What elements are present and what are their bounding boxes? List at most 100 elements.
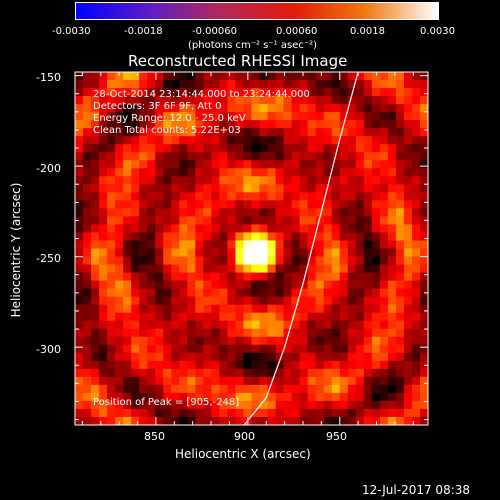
heatmap-cell — [379, 120, 389, 129]
heatmap-cell — [131, 320, 140, 330]
heatmap-cell — [155, 416, 164, 425]
heatmap-cell — [355, 168, 365, 177]
heatmap-cell — [363, 72, 373, 81]
heatmap-cell — [179, 136, 188, 145]
heatmap-cell — [139, 128, 148, 137]
heatmap-cell — [419, 144, 428, 153]
heatmap-cell — [83, 256, 92, 266]
heatmap-cell — [131, 376, 140, 386]
heatmap-cell — [171, 120, 180, 129]
heatmap-cell — [99, 240, 108, 250]
heatmap-cell — [371, 112, 381, 121]
heatmap-cell — [123, 384, 132, 394]
heatmap-cell — [403, 320, 413, 330]
heatmap-cell — [235, 216, 245, 226]
heatmap-cell — [363, 392, 373, 402]
heatmap-cell — [219, 88, 229, 97]
heatmap-cell — [171, 216, 180, 226]
heatmap-cell — [211, 288, 221, 298]
heatmap-cell — [115, 312, 124, 322]
heatmap-cell — [339, 312, 349, 322]
heatmap-cell — [411, 200, 421, 209]
heatmap-cell — [315, 376, 325, 386]
heatmap-cell — [115, 360, 124, 370]
heatmap-cell — [155, 408, 164, 418]
heatmap-cell — [139, 328, 148, 338]
heatmap-cell — [243, 352, 253, 362]
heatmap-cell — [403, 360, 413, 370]
heatmap-cell — [203, 304, 212, 314]
heatmap-cell — [163, 72, 172, 81]
heatmap-cell — [259, 184, 269, 193]
heatmap-cell — [379, 296, 389, 306]
heatmap-cell — [259, 320, 269, 330]
heatmap-cell — [131, 72, 140, 81]
heatmap-cell — [411, 368, 421, 378]
heatmap-cell — [259, 232, 269, 242]
heatmap-cell — [139, 312, 148, 322]
heatmap-cell — [75, 192, 84, 201]
heatmap-cell — [419, 160, 428, 169]
heatmap-cell — [163, 280, 172, 290]
heatmap-cell — [211, 128, 221, 137]
heatmap-cell — [419, 152, 428, 161]
heatmap-cell — [267, 112, 277, 121]
heatmap-cell — [259, 176, 269, 185]
heatmap-cell — [115, 272, 124, 282]
heatmap-cell — [179, 376, 188, 386]
heatmap-cell — [275, 176, 285, 185]
heatmap-cell — [195, 280, 204, 290]
heatmap-cell — [339, 320, 349, 330]
heatmap-cell — [211, 312, 221, 322]
heatmap-cell — [283, 96, 293, 105]
heatmap-cell — [371, 280, 381, 290]
heatmap-cell — [75, 280, 84, 290]
heatmap-cell — [83, 128, 92, 137]
heatmap-cell — [379, 152, 389, 161]
heatmap-cell — [291, 224, 301, 234]
heatmap-cell — [315, 80, 325, 89]
heatmap-cell — [307, 144, 317, 153]
heatmap-cell — [299, 368, 309, 378]
heatmap-cell — [155, 376, 164, 386]
heatmap-cell — [179, 224, 188, 234]
heatmap-cell — [299, 392, 309, 402]
heatmap-cell — [419, 192, 428, 201]
heatmap-cell — [147, 384, 156, 394]
heatmap-cell — [123, 112, 132, 121]
heatmap-cell — [419, 128, 428, 137]
heatmap-cell — [211, 344, 221, 354]
heatmap-cell — [219, 352, 229, 362]
heatmap-cell — [379, 224, 389, 234]
heatmap-cell — [323, 392, 333, 402]
heatmap-cell — [275, 168, 285, 177]
heatmap-cell — [395, 336, 405, 346]
heatmap-cell — [131, 104, 140, 113]
heatmap-cell — [243, 248, 253, 258]
heatmap-cell — [395, 280, 405, 290]
heatmap-cell — [395, 392, 405, 402]
heatmap-cell — [363, 360, 373, 370]
heatmap-cell — [387, 168, 397, 177]
heatmap-cell — [283, 416, 293, 425]
heatmap-cell — [219, 376, 229, 386]
heatmap-cell — [403, 168, 413, 177]
heatmap-cell — [291, 344, 301, 354]
heatmap-cell — [315, 368, 325, 378]
heatmap-cell — [243, 368, 253, 378]
heatmap-cell — [147, 128, 156, 137]
heatmap-cell — [139, 160, 148, 169]
heatmap-cell — [275, 320, 285, 330]
heatmap-cell — [187, 144, 196, 153]
heatmap-cell — [163, 320, 172, 330]
heatmap-cell — [179, 128, 188, 137]
heatmap-cell — [323, 304, 333, 314]
heatmap-cell — [411, 288, 421, 298]
heatmap-cell — [323, 272, 333, 282]
heatmap-cell — [91, 336, 100, 346]
heatmap-cell — [411, 376, 421, 386]
heatmap-cell — [83, 240, 92, 250]
heatmap-cell — [315, 392, 325, 402]
heatmap-cell — [419, 96, 428, 105]
heatmap-cell — [243, 240, 253, 250]
